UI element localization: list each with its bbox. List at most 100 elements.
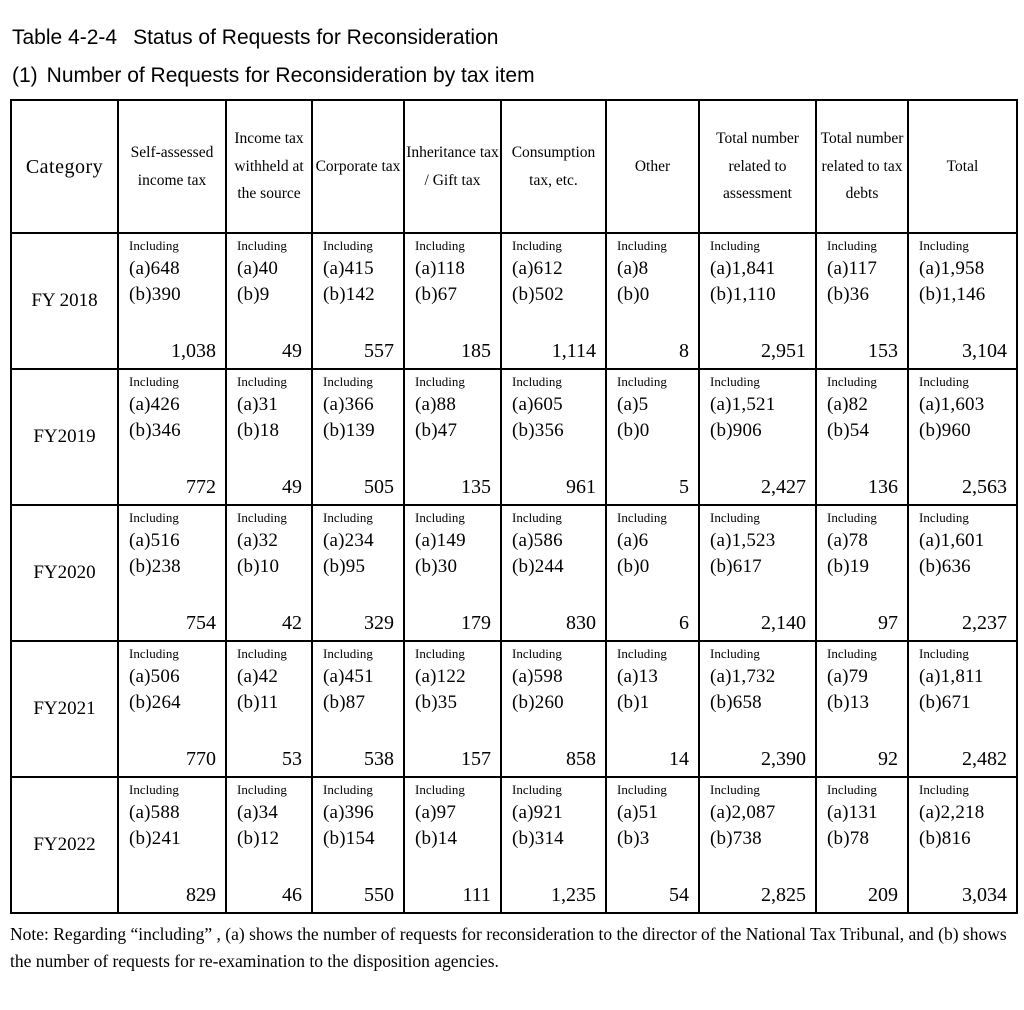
value-a: (a)40 xyxy=(237,257,279,279)
cell-content: Including (a)149 (b)30 179 xyxy=(405,506,500,640)
cell-content: Including (a)605 (b)356 961 xyxy=(502,370,605,504)
data-cell-fy2018-total: Including (a)1,958 (b)1,146 3,104 xyxy=(907,232,1018,370)
column-header-income-tax-withheld-at-source: Income tax withheld at the source xyxy=(225,99,313,234)
cell-content: Including (a)234 (b)95 329 xyxy=(313,506,403,640)
cell-total: 829 xyxy=(186,884,216,906)
data-cell-fy2022-total-related-to-tax-debts: Including (a)131 (b)78 209 xyxy=(815,776,909,914)
value-b: (b)241 xyxy=(129,828,181,850)
column-header-other: Other xyxy=(605,99,700,234)
column-header-total-related-to-assessment: Total number related to assessment xyxy=(698,99,817,234)
value-a: (a)1,732 xyxy=(710,665,776,687)
including-label: Including xyxy=(237,510,287,525)
column-header-inheritance-gift-tax: Inheritance tax / Gift tax xyxy=(403,99,502,234)
including-label: Including xyxy=(323,510,373,525)
including-label: Including xyxy=(129,782,179,797)
cell-total: 557 xyxy=(364,340,394,362)
column-header-total: Total xyxy=(907,99,1018,234)
including-label: Including xyxy=(323,646,373,661)
including-label: Including xyxy=(617,238,667,253)
data-cell-fy2020-income-tax-withheld-at-source: Including (a)32 (b)10 42 xyxy=(225,504,313,642)
cell-total: 6 xyxy=(679,612,689,634)
cell-content: Including (a)5 (b)0 5 xyxy=(607,370,698,504)
data-cell-fy2018-total-related-to-tax-debts: Including (a)117 (b)36 153 xyxy=(815,232,909,370)
data-cell-fy2020-self-assessed-income-tax: Including (a)516 (b)238 754 xyxy=(117,504,227,642)
including-label: Including xyxy=(827,510,877,525)
including-label: Including xyxy=(710,374,760,389)
including-label: Including xyxy=(237,238,287,253)
including-label: Including xyxy=(415,374,465,389)
table-title-text: Status of Requests for Reconsideration xyxy=(133,26,499,49)
value-a: (a)588 xyxy=(129,801,180,823)
data-cell-fy2022-inheritance-gift-tax: Including (a)97 (b)14 111 xyxy=(403,776,502,914)
including-label: Including xyxy=(919,646,969,661)
row-header-fy2018: FY 2018 xyxy=(10,232,119,370)
data-cell-fy2020-corporate-tax: Including (a)234 (b)95 329 xyxy=(311,504,405,642)
value-a: (a)149 xyxy=(415,529,466,551)
value-a: (a)1,603 xyxy=(919,393,985,415)
value-b: (b)142 xyxy=(323,284,375,306)
cell-total: 830 xyxy=(566,612,596,634)
value-b: (b)67 xyxy=(415,284,458,306)
cell-total: 2,237 xyxy=(962,612,1007,634)
value-a: (a)1,811 xyxy=(919,665,984,687)
cell-content: Including (a)612 (b)502 1,114 xyxy=(502,234,605,368)
cell-total: 185 xyxy=(461,340,491,362)
cell-content: Including (a)598 (b)260 858 xyxy=(502,642,605,776)
data-cell-fy2018-total-related-to-assessment: Including (a)1,841 (b)1,110 2,951 xyxy=(698,232,817,370)
value-a: (a)1,521 xyxy=(710,393,776,415)
value-a: (a)51 xyxy=(617,801,659,823)
table-row-fy2022: FY2022 Including (a)588 (b)241 829 Including (… xyxy=(10,776,1018,914)
data-cell-fy2019-self-assessed-income-tax: Including (a)426 (b)346 772 xyxy=(117,368,227,506)
cell-total: 1,235 xyxy=(551,884,596,906)
cell-total: 42 xyxy=(282,612,302,634)
data-cell-fy2019-corporate-tax: Including (a)366 (b)139 505 xyxy=(311,368,405,506)
cell-total: 136 xyxy=(868,476,898,498)
table-body: FY 2018 Including (a)648 (b)390 1,038 Includi… xyxy=(10,232,1018,914)
value-b: (b)36 xyxy=(827,284,870,306)
value-b: (b)346 xyxy=(129,420,181,442)
value-a: (a)42 xyxy=(237,665,279,687)
value-a: (a)396 xyxy=(323,801,374,823)
cell-total: 538 xyxy=(364,748,394,770)
data-cell-fy2018-self-assessed-income-tax: Including (a)648 (b)390 1,038 xyxy=(117,232,227,370)
value-b: (b)0 xyxy=(617,556,650,578)
value-a: (a)516 xyxy=(129,529,180,551)
cell-total: 46 xyxy=(282,884,302,906)
value-a: (a)88 xyxy=(415,393,457,415)
data-cell-fy2021-total: Including (a)1,811 (b)671 2,482 xyxy=(907,640,1018,778)
cell-total: 2,427 xyxy=(761,476,806,498)
cell-content: Including (a)1,601 (b)636 2,237 xyxy=(909,506,1016,640)
cell-total: 53 xyxy=(282,748,302,770)
value-a: (a)82 xyxy=(827,393,869,415)
row-header-fy2022: FY2022 xyxy=(10,776,119,914)
data-cell-fy2020-total: Including (a)1,601 (b)636 2,237 xyxy=(907,504,1018,642)
cell-content: Including (a)118 (b)67 185 xyxy=(405,234,500,368)
value-b: (b)11 xyxy=(237,692,279,714)
value-b: (b)12 xyxy=(237,828,280,850)
header-row: Category Self-assessed income tax Income t… xyxy=(10,99,1018,234)
cell-content: Including (a)51 (b)3 54 xyxy=(607,778,698,912)
including-label: Including xyxy=(129,510,179,525)
value-b: (b)502 xyxy=(512,284,564,306)
value-b: (b)35 xyxy=(415,692,458,714)
value-b: (b)54 xyxy=(827,420,870,442)
cell-total: 505 xyxy=(364,476,394,498)
value-b: (b)906 xyxy=(710,420,762,442)
data-cell-fy2021-other: Including (a)13 (b)1 14 xyxy=(605,640,700,778)
including-label: Including xyxy=(617,374,667,389)
cell-total: 1,038 xyxy=(171,340,216,362)
value-b: (b)671 xyxy=(919,692,971,714)
value-b: (b)0 xyxy=(617,284,650,306)
cell-total: 2,390 xyxy=(761,748,806,770)
including-label: Including xyxy=(827,646,877,661)
including-label: Including xyxy=(710,646,760,661)
cell-content: Including (a)82 (b)54 136 xyxy=(817,370,907,504)
data-cell-fy2022-self-assessed-income-tax: Including (a)588 (b)241 829 xyxy=(117,776,227,914)
row-header-fy2021: FY2021 xyxy=(10,640,119,778)
cell-content: Including (a)586 (b)244 830 xyxy=(502,506,605,640)
cell-total: 92 xyxy=(878,748,898,770)
cell-total: 772 xyxy=(186,476,216,498)
value-a: (a)1,601 xyxy=(919,529,985,551)
cell-total: 97 xyxy=(878,612,898,634)
cell-total: 2,563 xyxy=(962,476,1007,498)
